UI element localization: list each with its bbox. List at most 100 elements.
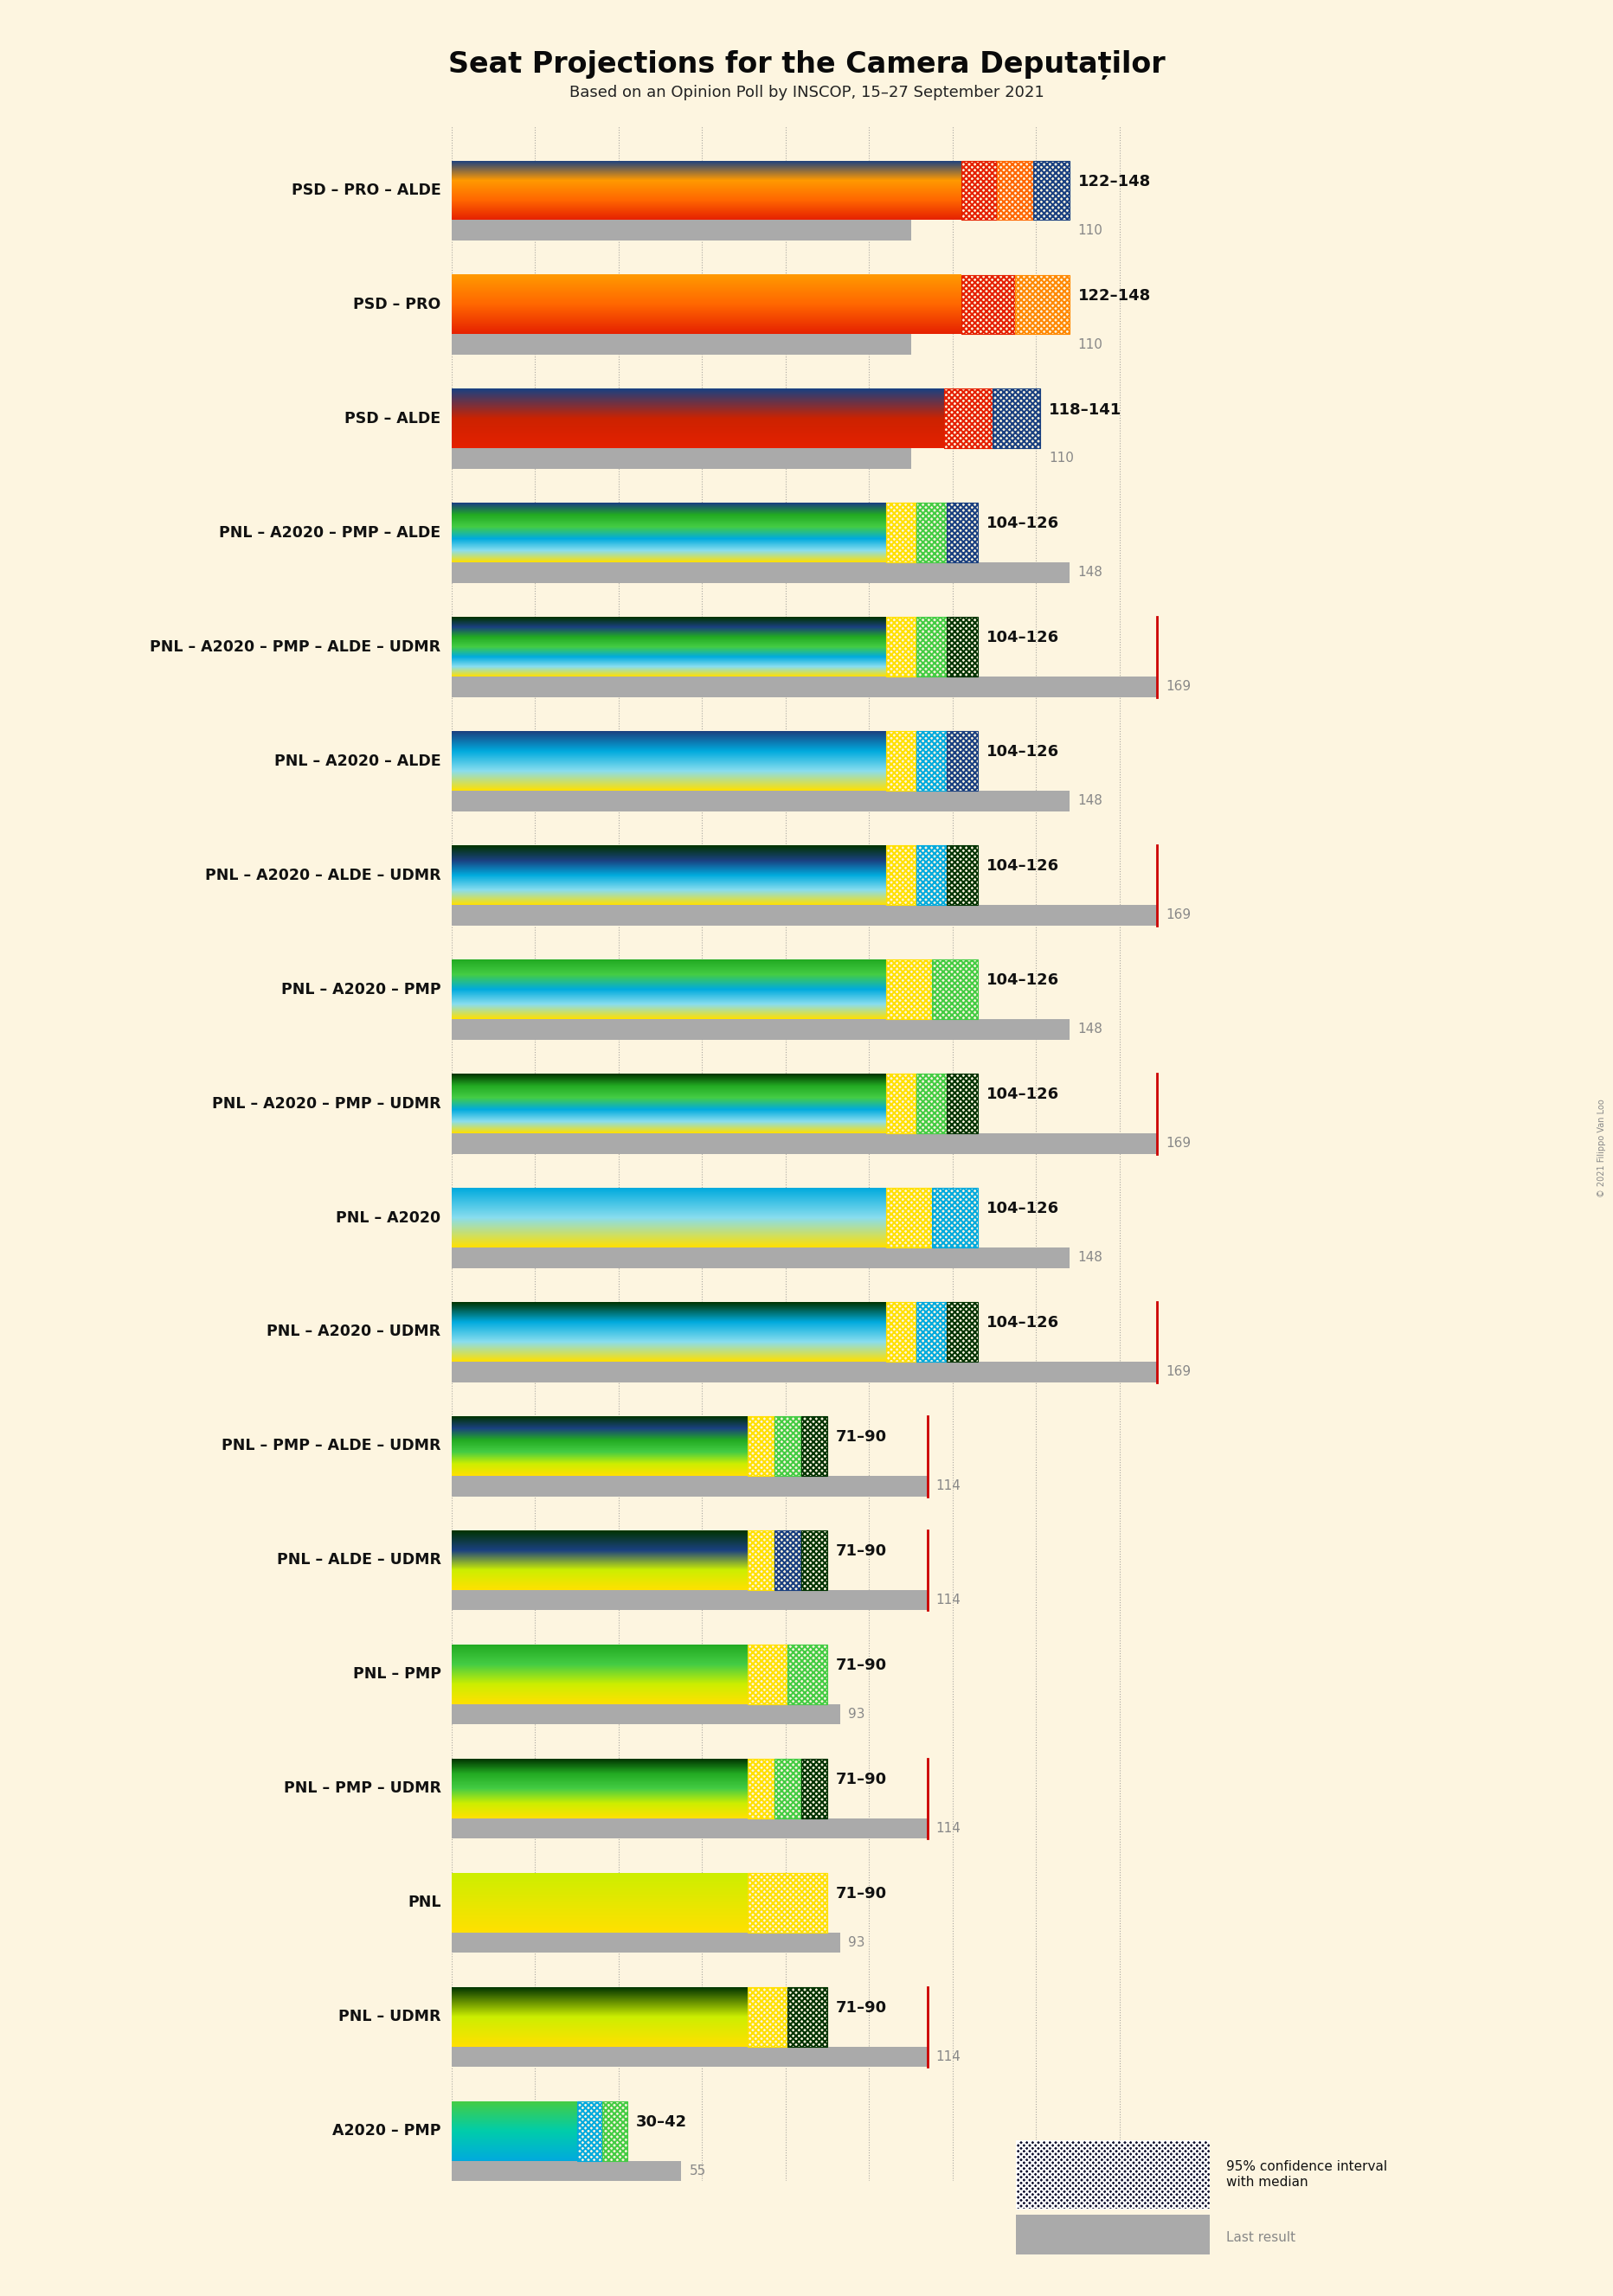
Bar (748, 1759, 774, 1818)
Bar (452, 1644, 827, 1704)
Bar (577, 2101, 602, 2161)
Bar (947, 618, 977, 677)
Bar (452, 1362, 1157, 1382)
Text: PSD – ALDE: PSD – ALDE (345, 411, 440, 427)
Bar (452, 732, 977, 790)
Text: 71–90: 71–90 (836, 1430, 887, 1444)
Text: PNL – A2020 – PMP – ALDE – UDMR: PNL – A2020 – PMP – ALDE – UDMR (150, 638, 440, 654)
Text: 71–90: 71–90 (836, 1773, 887, 1786)
Text: 148: 148 (1077, 1022, 1103, 1035)
Bar (774, 1417, 802, 1476)
Text: 114: 114 (936, 2050, 961, 2064)
Bar (748, 1874, 827, 1933)
Bar (602, 2101, 627, 2161)
Text: 148: 148 (1077, 794, 1103, 808)
Bar (916, 503, 947, 563)
Bar (452, 161, 1069, 220)
Bar (452, 1531, 827, 1589)
Text: 114: 114 (936, 1823, 961, 1835)
Bar (452, 677, 1157, 698)
Bar (452, 276, 1069, 333)
Bar (886, 618, 916, 677)
Bar (886, 1302, 916, 1362)
Text: 110: 110 (1077, 338, 1103, 351)
Text: Based on an Opinion Poll by INSCOP, 15–27 September 2021: Based on an Opinion Poll by INSCOP, 15–2… (569, 85, 1044, 101)
Text: PNL – PMP: PNL – PMP (353, 1667, 440, 1683)
Bar (947, 732, 977, 790)
Bar (802, 1531, 827, 1589)
Bar (787, 1644, 827, 1704)
Bar (916, 1302, 947, 1362)
Text: PNL – ALDE – UDMR: PNL – ALDE – UDMR (276, 1552, 440, 1568)
Text: 110: 110 (1048, 452, 1074, 466)
Text: 93: 93 (848, 1936, 865, 1949)
Bar (452, 905, 1157, 925)
Bar (886, 960, 932, 1019)
Bar (452, 960, 977, 1019)
Text: PNL – A2020 – ALDE: PNL – A2020 – ALDE (274, 753, 440, 769)
Bar (932, 960, 977, 1019)
Bar (452, 503, 977, 563)
Bar (886, 1187, 932, 1247)
Bar (947, 1302, 977, 1362)
Bar (886, 845, 916, 905)
Bar (916, 732, 947, 790)
Text: PNL – A2020 – PMP: PNL – A2020 – PMP (281, 983, 440, 996)
Bar (452, 845, 977, 905)
Bar (452, 1704, 840, 1724)
Text: 114: 114 (936, 1593, 961, 1607)
Bar (947, 1075, 977, 1134)
Text: 95% confidence interval
with median: 95% confidence interval with median (1226, 2161, 1387, 2188)
Text: PNL – A2020: PNL – A2020 (336, 1210, 440, 1226)
Text: 104–126: 104–126 (986, 1201, 1060, 1217)
Bar (452, 1247, 1069, 1267)
Text: PNL – A2020 – ALDE – UDMR: PNL – A2020 – ALDE – UDMR (205, 868, 440, 884)
Bar (452, 2046, 927, 2066)
Text: 55: 55 (690, 2165, 706, 2177)
Bar (802, 1759, 827, 1818)
Bar (932, 1187, 977, 1247)
Bar (774, 1759, 802, 1818)
Text: 71–90: 71–90 (836, 1658, 887, 1674)
Bar (886, 1075, 916, 1134)
Bar (748, 1644, 787, 1704)
Bar (886, 732, 916, 790)
Text: 114: 114 (936, 1479, 961, 1492)
Text: 148: 148 (1077, 567, 1103, 579)
Bar (774, 1531, 802, 1589)
Text: 122–148: 122–148 (1077, 174, 1152, 188)
Text: 71–90: 71–90 (836, 1543, 887, 1559)
Bar (748, 1417, 774, 1476)
Bar (452, 1476, 927, 1497)
Text: PSD – PRO: PSD – PRO (353, 296, 440, 312)
Text: PNL – PMP – UDMR: PNL – PMP – UDMR (284, 1782, 440, 1795)
Text: 71–90: 71–90 (836, 1885, 887, 1901)
Text: 93: 93 (848, 1708, 865, 1720)
Bar (452, 2161, 681, 2181)
Text: Last result: Last result (1226, 2232, 1295, 2243)
Text: PNL – PMP – ALDE – UDMR: PNL – PMP – ALDE – UDMR (221, 1437, 440, 1453)
Bar (452, 2101, 627, 2161)
Bar (1015, 276, 1069, 333)
Text: 104–126: 104–126 (986, 1086, 1060, 1102)
Bar (452, 1874, 827, 1933)
Bar (992, 388, 1040, 448)
Text: 110: 110 (1077, 223, 1103, 236)
Bar (947, 503, 977, 563)
Bar (452, 790, 1069, 810)
Text: 104–126: 104–126 (986, 629, 1060, 645)
Text: PSD – PRO – ALDE: PSD – PRO – ALDE (292, 181, 440, 197)
Text: 71–90: 71–90 (836, 2000, 887, 2016)
Text: 169: 169 (1166, 1137, 1190, 1150)
Bar (452, 1019, 1069, 1040)
Text: PNL – UDMR: PNL – UDMR (339, 2009, 440, 2025)
Bar (748, 1531, 774, 1589)
Bar (886, 503, 916, 563)
Text: © 2021 Filippo Van Loo: © 2021 Filippo Van Loo (1597, 1100, 1607, 1196)
Bar (1016, 2140, 1210, 2209)
Bar (452, 1075, 977, 1134)
Bar (452, 333, 911, 354)
Bar (452, 448, 911, 468)
Bar (452, 388, 1040, 448)
Bar (961, 161, 997, 220)
